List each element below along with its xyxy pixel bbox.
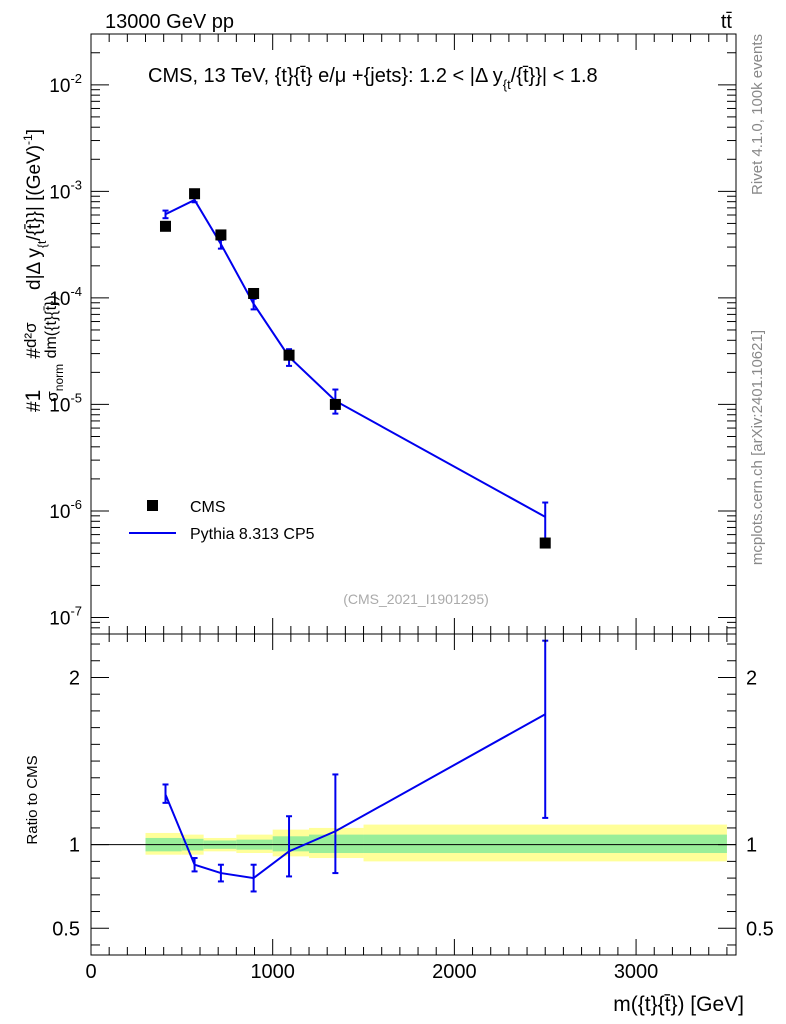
main-axis-ticks [90,33,736,635]
rivet-label: Rivet 4.1.0, 100k events [749,34,766,195]
main-panel: 10-7 10-6 10-5 10-4 10-3 10-2 CMS, 13 TeV, {t… [21,33,737,635]
cms-data-point [248,287,260,299]
cms-data-point [215,229,227,241]
main-y-tick-label: 10-7 [49,603,82,629]
x-tick-label: 1000 [250,961,295,983]
ratio-y-tick-label-right: 2 [746,667,757,689]
main-watermark: (CMS_2021_I1901295) [343,591,489,607]
main-plot-title: CMS, 13 TeV, {t}{t̄} e/μ +{jets}: 1.2 < … [148,65,598,92]
main-y-tick-label: 10-6 [49,497,82,523]
header-final-state: tt̄ [721,11,733,33]
ratio-y-tick-label-right: 1 [746,835,757,857]
x-axis-label: m({t}{t̄}) [GeV] [613,993,744,1016]
x-tick-label: 2000 [432,961,477,983]
ratio-panel: 0.5 0.5 1 1 2 2 0 1000 2000 3000 Ratio to CMS m(… [24,633,774,1016]
main-y-tick-label: 10-5 [49,390,82,416]
main-y-axis-label: #1σnorm #d²σ dm({t}{t̄}) d|Δ y{t/{t̄}}| [… [21,129,66,412]
source-label: mcplots.cern.ch [arXiv:2401.10621] [749,330,766,565]
ratio-y-tick-label-left: 1 [69,835,80,857]
cms-data-point [539,537,551,549]
main-y-tick-label: 10-4 [49,284,82,310]
cms-data-point [329,398,341,410]
legend-marker-cms [147,500,158,511]
mc-series-line [165,198,546,518]
header-process: 13000 GeV pp [105,11,234,33]
main-y-tick-label: 10-3 [49,177,82,203]
ratio-mc-line [164,713,546,880]
ratio-y-tick-labels: 0.5 0.5 1 1 2 2 [52,667,774,940]
ratio-uncertainty-bands [145,824,727,862]
cms-data-point [159,220,171,232]
cms-data-markers [159,188,551,549]
ratio-y-axis-label: Ratio to CMS [24,755,41,844]
ratio-y-tick-label-left: 2 [69,667,80,689]
x-tick-label: 0 [85,961,96,983]
x-tick-label: 3000 [614,961,659,983]
cms-data-point [283,349,295,361]
legend: CMS Pythia 8.313 CP5 [129,499,315,543]
main-y-tick-labels: 10-7 10-6 10-5 10-4 10-3 10-2 [49,71,82,630]
ratio-band-inner [363,834,727,854]
ratio-band-inner [272,836,310,852]
legend-label-cms: CMS [190,499,226,516]
ratio-y-tick-label-left: 0.5 [52,918,80,940]
ratio-axis-ticks [90,634,736,955]
ratio-x-tick-labels: 0 1000 2000 3000 [85,961,658,983]
ratio-y-tick-label-right: 0.5 [746,918,774,940]
ratio-plot-frame [90,633,737,956]
cms-data-point [189,188,201,200]
legend-label-mc: Pythia 8.313 CP5 [190,526,315,543]
main-plot-frame [90,33,737,635]
main-y-tick-label: 10-2 [49,71,82,97]
